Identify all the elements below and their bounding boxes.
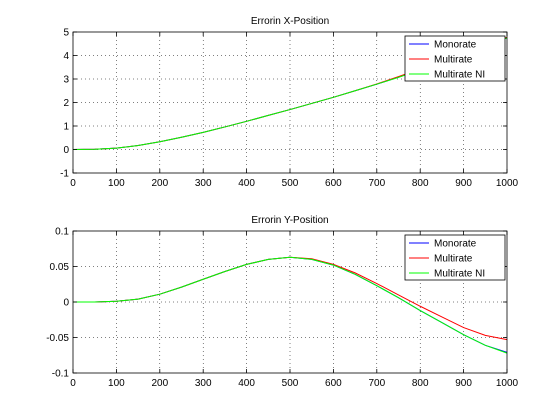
y-tick-label: -0.1: [52, 369, 70, 380]
x-tick-label: 300: [195, 378, 212, 389]
x-tick-label: 400: [238, 178, 255, 189]
x-tick-label: 1000: [496, 378, 519, 389]
x-tick-label: 200: [151, 178, 168, 189]
y-tick-label: 0: [63, 145, 69, 156]
x-tick-label: 100: [108, 378, 125, 389]
x-tick-label: 100: [108, 178, 125, 189]
legend-label: Monorate: [434, 40, 477, 51]
x-tick-label: 700: [368, 378, 385, 389]
y-tick-label: -1: [60, 169, 69, 180]
x-tick-label: 1000: [496, 178, 519, 189]
y-tick-label: 0.1: [55, 227, 69, 238]
x-tick-label: 900: [455, 378, 472, 389]
y-tick-label: 4: [63, 51, 69, 62]
x-tick-label: 0: [70, 178, 76, 189]
legend: Monorate Multirate Multirate NI: [404, 234, 506, 281]
x-tick-label: 600: [325, 178, 342, 189]
chart-y-position: 0 100 200 300 400 500 600 700 800 900 1000 -0.1 -0.0…: [46, 215, 518, 389]
chart-title: Errorin Y-Position: [251, 215, 328, 226]
legend-label: Multirate NI: [434, 269, 485, 280]
y-tick-label: 5: [63, 28, 69, 39]
legend-label: Multirate: [434, 55, 473, 66]
x-tick-label: 700: [368, 178, 385, 189]
x-tick-label: 600: [325, 378, 342, 389]
legend-label: Monorate: [434, 239, 477, 250]
y-tick-label: 3: [63, 75, 69, 86]
x-tick-label: 400: [238, 378, 255, 389]
x-tick-label: 800: [412, 378, 429, 389]
legend: Monorate Multirate Multirate NI: [404, 35, 506, 82]
chart-title: Errorin X-Position: [251, 16, 329, 27]
x-tick-label: 900: [455, 178, 472, 189]
x-tick-label: 500: [282, 178, 299, 189]
series-line-multirate-ni: [73, 256, 508, 354]
x-tick-label: 300: [195, 178, 212, 189]
y-tick-label: 2: [63, 98, 69, 109]
x-tick-label: 500: [282, 378, 299, 389]
x-tick-label: 800: [412, 178, 429, 189]
y-tick-label: 0.05: [50, 262, 70, 273]
y-tick-label: 1: [63, 122, 69, 133]
x-tick-label: 0: [70, 378, 76, 389]
y-tick-label: 0: [63, 298, 69, 309]
legend-label: Multirate NI: [434, 70, 485, 81]
legend-label: Multirate: [434, 254, 473, 265]
y-tick-label: -0.05: [46, 333, 69, 344]
chart-x-position: 0 100 200 300 400 500 600 700 800 900 1000-1012345…: [60, 16, 518, 189]
x-tick-label: 200: [151, 378, 168, 389]
